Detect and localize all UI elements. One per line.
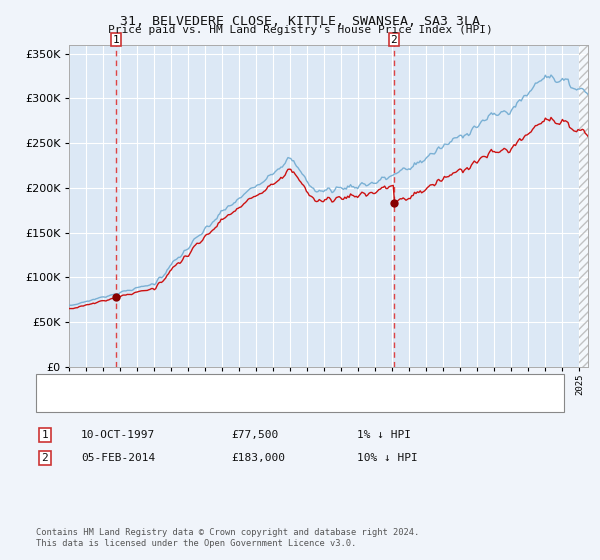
Polygon shape — [580, 45, 588, 367]
Text: 05-FEB-2014: 05-FEB-2014 — [81, 453, 155, 463]
Text: 1: 1 — [113, 35, 119, 45]
Text: 2: 2 — [41, 453, 49, 463]
Text: 1% ↓ HPI: 1% ↓ HPI — [357, 430, 411, 440]
Text: 10% ↓ HPI: 10% ↓ HPI — [357, 453, 418, 463]
Text: £77,500: £77,500 — [231, 430, 278, 440]
Text: Contains HM Land Registry data © Crown copyright and database right 2024.
This d: Contains HM Land Registry data © Crown c… — [36, 528, 419, 548]
Text: 2: 2 — [391, 35, 397, 45]
Text: 31, BELVEDERE CLOSE, KITTLE, SWANSEA, SA3 3LA (detached house): 31, BELVEDERE CLOSE, KITTLE, SWANSEA, SA… — [87, 380, 451, 390]
Text: 31, BELVEDERE CLOSE, KITTLE, SWANSEA, SA3 3LA: 31, BELVEDERE CLOSE, KITTLE, SWANSEA, SA… — [120, 15, 480, 28]
Text: HPI: Average price, detached house, Swansea: HPI: Average price, detached house, Swan… — [87, 396, 340, 406]
Text: £183,000: £183,000 — [231, 453, 285, 463]
Text: Price paid vs. HM Land Registry's House Price Index (HPI): Price paid vs. HM Land Registry's House … — [107, 25, 493, 35]
Text: 10-OCT-1997: 10-OCT-1997 — [81, 430, 155, 440]
Text: 1: 1 — [41, 430, 49, 440]
